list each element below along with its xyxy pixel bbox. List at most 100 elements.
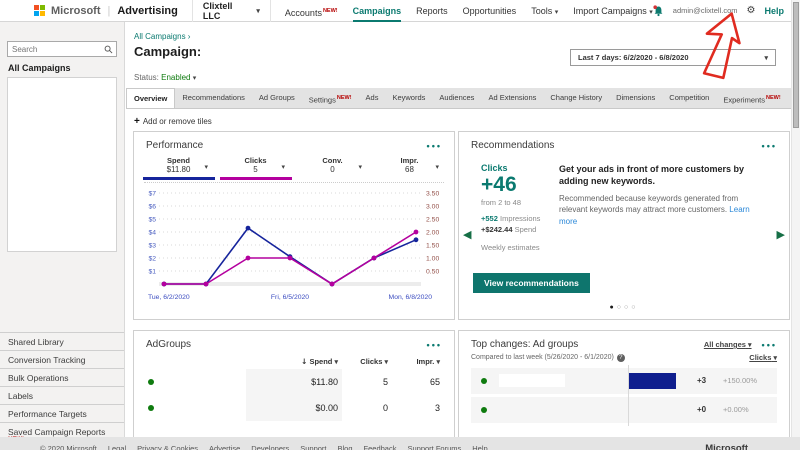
card-menu-icon[interactable]: •••: [762, 141, 777, 151]
nav-item-campaigns[interactable]: Campaigns: [353, 0, 402, 22]
main-nav: AccountsNEW! Campaigns Reports Opportuni…: [285, 0, 653, 22]
column-clicks[interactable]: Clicks ▾: [342, 354, 392, 369]
carousel-prev-icon[interactable]: ◀: [463, 228, 471, 241]
nav-item-reports[interactable]: Reports: [416, 0, 448, 22]
view-recommendations-button[interactable]: View recommendations: [473, 273, 590, 293]
sidebar-item-labels[interactable]: Labels: [0, 386, 124, 404]
help-link[interactable]: Help: [764, 6, 784, 16]
svg-text:$4: $4: [148, 230, 156, 237]
recommendation-estimates: Clicks +46 from 2 to 48 +552 Impressions…: [481, 163, 553, 252]
metrics-separator: [144, 182, 444, 183]
help-tooltip-icon[interactable]: ?: [617, 354, 625, 362]
carousel-next-icon[interactable]: ▶: [777, 228, 785, 241]
tab-ad-extensions[interactable]: Ad Extensions: [481, 88, 543, 108]
scrollbar-thumb[interactable]: [793, 2, 799, 128]
metric-conversions[interactable]: Conv. 0 ▾: [294, 156, 371, 180]
adgroup-row[interactable]: $0.00 0 3: [134, 395, 454, 421]
enabled-status-icon: [148, 405, 154, 411]
cell-impr: 65: [392, 377, 444, 387]
chevron-down-icon: ▾: [384, 359, 388, 366]
tab-change-history[interactable]: Change History: [543, 88, 609, 108]
tab-audiences[interactable]: Audiences: [432, 88, 481, 108]
top-changes-rows: +3 +150.00% +0 +0.00%: [459, 368, 789, 423]
top-nav-right: admin@clixtell.com ⚙ Help: [653, 5, 784, 17]
footer-link-legal[interactable]: Legal: [108, 444, 126, 450]
enabled-status-icon: [148, 379, 154, 385]
svg-text:Tue, 6/2/2020: Tue, 6/2/2020: [148, 294, 190, 301]
microsoft-logo-icon: [34, 5, 45, 16]
nav-item-opportunities[interactable]: Opportunities: [463, 0, 517, 22]
chevron-down-icon: ▾: [555, 9, 559, 16]
card-menu-icon[interactable]: •••: [762, 340, 777, 350]
top-changes-card: Top changes: Ad groups All changes ▾ •••…: [458, 330, 790, 437]
tab-overview[interactable]: Overview: [126, 88, 175, 108]
sort-desc-icon: ↓: [301, 357, 307, 366]
footer-link-advertise[interactable]: Advertise: [209, 444, 240, 450]
status-row[interactable]: Status: Enabled ▾: [134, 73, 196, 82]
adgroup-row[interactable]: $11.80 5 65: [134, 369, 454, 395]
footer-link-support[interactable]: Support: [300, 444, 326, 450]
metric-clicks[interactable]: Clicks 5 ▾: [217, 156, 294, 180]
vertical-scrollbar[interactable]: [791, 0, 800, 450]
campaign-list[interactable]: [7, 77, 117, 252]
metric-impressions[interactable]: Impr. 68 ▾: [371, 156, 448, 180]
sidebar-item-bulk-operations[interactable]: Bulk Operations: [0, 368, 124, 386]
chevron-down-icon: ▾: [281, 163, 285, 171]
settings-gear-icon[interactable]: ⚙: [747, 5, 756, 16]
tab-dimensions[interactable]: Dimensions: [609, 88, 662, 108]
tab-ads[interactable]: Ads: [359, 88, 386, 108]
recommendations-card-title: Recommendations: [471, 140, 554, 151]
chevron-down-icon: ▾: [334, 359, 338, 366]
rec-body: Recommended because keywords generated f…: [559, 193, 767, 227]
tab-ad-groups[interactable]: Ad Groups: [252, 88, 302, 108]
nav-item-tools[interactable]: Tools ▾: [531, 0, 558, 22]
tab-keywords[interactable]: Keywords: [385, 88, 432, 108]
tab-recommendations[interactable]: Recommendations: [175, 88, 252, 108]
date-range-selector[interactable]: Last 7 days: 6/2/2020 - 6/8/2020 ▾: [570, 49, 776, 66]
footer-link-support-forums[interactable]: Support Forums: [407, 444, 461, 450]
footer-link-blog[interactable]: Blog: [338, 444, 353, 450]
chevron-down-icon: ▾: [193, 75, 197, 82]
tab-competition[interactable]: Competition: [662, 88, 716, 108]
carousel-dot-1[interactable]: ●: [610, 304, 617, 311]
nav-item-import-campaigns[interactable]: Import Campaigns ▾: [573, 0, 653, 22]
search-icon: [104, 45, 113, 54]
svg-text:$6: $6: [148, 204, 156, 211]
card-menu-icon[interactable]: •••: [427, 340, 442, 350]
carousel-dot-4[interactable]: ○: [631, 304, 638, 311]
metric-spend[interactable]: Spend $11.80 ▾: [140, 156, 217, 180]
top-change-row[interactable]: +0 +0.00%: [471, 397, 777, 423]
bar-axis: [628, 394, 629, 426]
carousel-dot-2[interactable]: ○: [617, 304, 624, 311]
new-badge: NEW!: [766, 95, 781, 101]
nav-item-accounts[interactable]: AccountsNEW!: [285, 0, 338, 22]
footer-link-help[interactable]: Help: [472, 444, 487, 450]
svg-text:3.50: 3.50: [426, 191, 439, 198]
chevron-down-icon: ▾: [204, 163, 208, 171]
top-change-row[interactable]: +3 +150.00%: [471, 368, 777, 394]
sidebar-item-shared-library[interactable]: Shared Library: [0, 332, 124, 350]
column-spend[interactable]: ↓ Spend ▾: [246, 354, 342, 369]
sidebar-item-performance-targets[interactable]: Performance Targets: [0, 404, 124, 422]
svg-text:$3: $3: [148, 243, 156, 250]
rec-clicks-range: from 2 to 48: [481, 198, 553, 207]
chevron-down-icon: ▾: [256, 7, 260, 15]
footer-link-privacy[interactable]: Privacy & Cookies: [137, 444, 198, 450]
breadcrumb[interactable]: All Campaigns ›: [134, 32, 190, 41]
column-impr[interactable]: Impr. ▾: [392, 354, 444, 369]
tab-settings[interactable]: SettingsNEW!: [302, 88, 359, 108]
clicks-metric-dropdown[interactable]: Clicks ▾: [749, 353, 777, 362]
card-menu-icon[interactable]: •••: [427, 141, 442, 151]
account-selector-label: Clixtell LLC: [203, 1, 235, 21]
add-or-remove-tiles-button[interactable]: +Add or remove tiles: [134, 116, 212, 127]
all-changes-dropdown[interactable]: All changes ▾: [704, 340, 752, 349]
carousel-pagination: ●○○○: [459, 304, 789, 311]
footer-link-developers[interactable]: Developers: [251, 444, 289, 450]
sidebar-item-conversion-tracking[interactable]: Conversion Tracking: [0, 350, 124, 368]
search-input[interactable]: [8, 45, 104, 54]
rec-metric-label: Clicks: [481, 163, 553, 173]
notifications-bell-icon[interactable]: [653, 5, 664, 17]
footer-link-feedback[interactable]: Feedback: [364, 444, 397, 450]
tab-experiments[interactable]: ExperimentsNEW!: [716, 88, 787, 108]
account-selector[interactable]: Clixtell LLC ▾: [192, 0, 271, 22]
